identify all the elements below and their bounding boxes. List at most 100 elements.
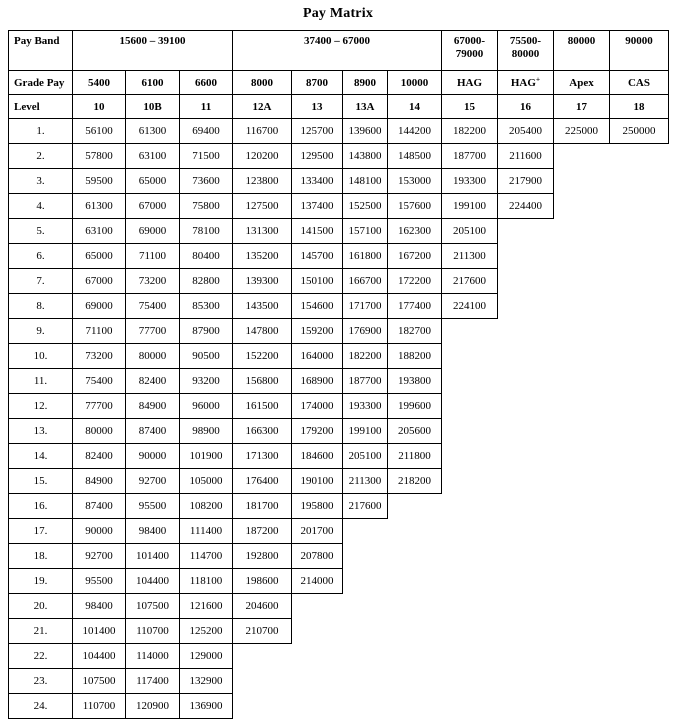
pay-cell: 69000	[125, 218, 180, 244]
pay-cell: 110700	[125, 618, 180, 644]
pay-cell: 176900	[342, 318, 388, 344]
pay-cell: 110700	[72, 693, 126, 719]
pay-band-group: 75500-80000	[497, 30, 554, 71]
pay-cell: 67000	[125, 193, 180, 219]
pay-row: 19. 95500 104400 118100 198600 214000	[8, 568, 669, 594]
level-header: 17	[553, 94, 610, 119]
pay-row: 9. 71100 77700 87900 147800 159200 176900 18270…	[8, 318, 669, 344]
row-index: 11.	[8, 368, 73, 394]
pay-cell: 125200	[179, 618, 233, 644]
pay-row: 23. 107500 117400 132900	[8, 668, 669, 694]
pay-row: 8. 69000 75400 85300 143500 154600 171700 17740…	[8, 293, 669, 319]
pay-row: 1. 56100 61300 69400 116700 125700 139600 14420…	[8, 118, 669, 144]
pay-cell: 98900	[179, 418, 233, 444]
row-index: 24.	[8, 693, 73, 719]
pay-cell: 77700	[125, 318, 180, 344]
pay-cell: 250000	[609, 118, 669, 144]
pay-cell: 71100	[125, 243, 180, 269]
row-index: 22.	[8, 643, 73, 669]
pay-cell: 107500	[72, 668, 126, 694]
pay-row: 5. 63100 69000 78100 131300 141500 157100 16230…	[8, 218, 669, 244]
pay-cell: 139600	[342, 118, 388, 144]
pay-cell: 87900	[179, 318, 233, 344]
pay-cell: 150100	[291, 268, 343, 294]
pay-cell: 152200	[232, 343, 292, 369]
pay-cell: 211600	[497, 143, 554, 169]
pay-band-group: 80000	[553, 30, 610, 71]
pay-cell: 114000	[125, 643, 180, 669]
pay-cell: 148500	[387, 143, 442, 169]
pay-cell: 121600	[179, 593, 233, 619]
pay-cell: 144200	[387, 118, 442, 144]
pay-cell: 187700	[342, 368, 388, 394]
pay-cell: 93200	[179, 368, 233, 394]
pay-cell: 104400	[72, 643, 126, 669]
pay-cell: 182700	[387, 318, 442, 344]
row-index: 4.	[8, 193, 73, 219]
pay-cell: 101900	[179, 443, 233, 469]
pay-cell: 80000	[125, 343, 180, 369]
pay-row: 17. 90000 98400 111400 187200 201700	[8, 518, 669, 544]
pay-cell: 205100	[342, 443, 388, 469]
level-row: Level 10 10B 11 12A 13 13A 14 15 16 17 1…	[8, 94, 669, 119]
row-index: 17.	[8, 518, 73, 544]
pay-cell: 137400	[291, 193, 343, 219]
pay-cell: 131300	[232, 218, 292, 244]
pay-cell: 90000	[72, 518, 126, 544]
row-index: 9.	[8, 318, 73, 344]
row-index: 13.	[8, 418, 73, 444]
pay-cell: 92700	[72, 543, 126, 569]
pay-cell: 95500	[125, 493, 180, 519]
grade-pay-header: HAG	[441, 70, 498, 95]
pay-cell: 118100	[179, 568, 233, 594]
pay-cell: 116700	[232, 118, 292, 144]
pay-band-row: Pay Band 15600 – 39100 37400 – 67000 670…	[8, 30, 669, 71]
row-index: 1.	[8, 118, 73, 144]
level-corner-label: Level	[8, 94, 73, 119]
pay-cell: 224100	[441, 293, 498, 319]
pay-cell: 168900	[291, 368, 343, 394]
level-header: 18	[609, 94, 669, 119]
pay-band-group: 15600 – 39100	[72, 30, 233, 71]
level-header: 15	[441, 94, 498, 119]
pay-cell: 117400	[125, 668, 180, 694]
pay-cell: 154600	[291, 293, 343, 319]
pay-cell: 162300	[387, 218, 442, 244]
pay-cell: 198600	[232, 568, 292, 594]
pay-cell: 108200	[179, 493, 233, 519]
pay-cell: 190100	[291, 468, 343, 494]
pay-cell: 120900	[125, 693, 180, 719]
pay-cell: 166300	[232, 418, 292, 444]
pay-cell: 218200	[387, 468, 442, 494]
row-index: 3.	[8, 168, 73, 194]
pay-cell: 159200	[291, 318, 343, 344]
grade-pay-corner-label: Grade Pay	[8, 70, 73, 95]
pay-cell: 157600	[387, 193, 442, 219]
pay-cell: 129000	[179, 643, 233, 669]
pay-cell: 80400	[179, 243, 233, 269]
grade-pay-header: 8900	[342, 70, 388, 95]
level-header: 10	[72, 94, 126, 119]
pay-row: 4. 61300 67000 75800 127500 137400 152500 15760…	[8, 193, 669, 219]
pay-cell: 187700	[441, 143, 498, 169]
pay-cell: 193300	[342, 393, 388, 419]
pay-cell: 145700	[291, 243, 343, 269]
pay-cell: 211300	[342, 468, 388, 494]
grade-pay-header: 5400	[72, 70, 126, 95]
row-index: 5.	[8, 218, 73, 244]
row-index: 19.	[8, 568, 73, 594]
pay-cell: 111400	[179, 518, 233, 544]
row-index: 18.	[8, 543, 73, 569]
pay-cell: 84900	[72, 468, 126, 494]
pay-cell: 101400	[125, 543, 180, 569]
pay-cell: 193300	[441, 168, 498, 194]
row-index: 21.	[8, 618, 73, 644]
grade-pay-row: Grade Pay 5400 6100 6600 8000 8700 8900 …	[8, 70, 669, 95]
pay-cell: 95500	[72, 568, 126, 594]
pay-cell: 73200	[72, 343, 126, 369]
pay-cell: 73200	[125, 268, 180, 294]
pay-cell: 107500	[125, 593, 180, 619]
row-index: 2.	[8, 143, 73, 169]
pay-cell: 69000	[72, 293, 126, 319]
pay-cell: 225000	[553, 118, 610, 144]
